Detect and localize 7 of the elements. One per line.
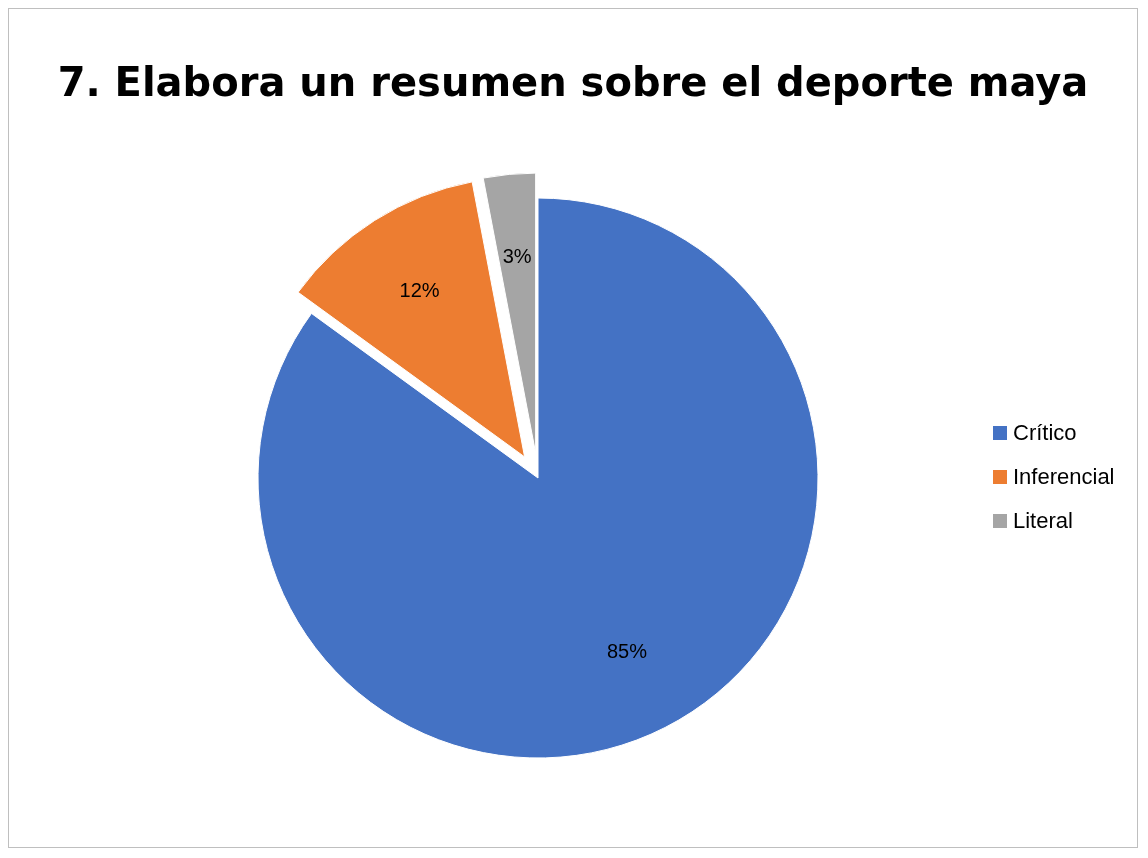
legend-label: Inferencial bbox=[1013, 464, 1115, 489]
legend-label: Crítico bbox=[1013, 420, 1077, 445]
chart-title: 7. Elabora un resumen sobre el deporte maya bbox=[57, 59, 1089, 105]
data-label: 12% bbox=[399, 278, 440, 301]
data-label: 3% bbox=[502, 245, 532, 268]
legend-label: Literal bbox=[1013, 508, 1073, 533]
data-label: 85% bbox=[606, 639, 648, 662]
